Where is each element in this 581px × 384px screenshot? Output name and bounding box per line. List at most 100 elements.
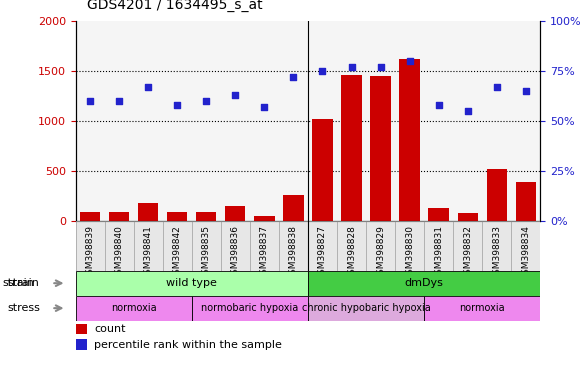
Bar [366, 21, 395, 221]
Bar [163, 21, 192, 221]
Bar [80, 212, 100, 221]
Point [405, 58, 414, 64]
Point [347, 64, 356, 70]
Text: GSM398834: GSM398834 [521, 225, 530, 280]
Text: GSM398833: GSM398833 [492, 225, 501, 280]
Point [318, 68, 327, 74]
Bar [163, 221, 192, 271]
Bar [254, 216, 275, 221]
Bar [308, 271, 540, 296]
Point [376, 64, 385, 70]
Bar [487, 169, 507, 221]
Bar [134, 21, 163, 221]
Bar [424, 221, 453, 271]
Text: GSM398837: GSM398837 [260, 225, 269, 280]
Bar [192, 221, 221, 271]
Bar [109, 212, 130, 221]
Bar [453, 21, 482, 221]
Bar [424, 21, 453, 221]
Bar [76, 339, 87, 350]
Text: stress: stress [8, 303, 41, 313]
Text: chronic hypobaric hypoxia: chronic hypobaric hypoxia [302, 303, 431, 313]
Bar [105, 21, 134, 221]
Text: strain: strain [8, 278, 40, 288]
Text: GSM398841: GSM398841 [144, 225, 153, 280]
Bar [482, 21, 511, 221]
Bar [308, 296, 424, 321]
Text: normobaric hypoxia: normobaric hypoxia [201, 303, 299, 313]
Bar [192, 21, 221, 221]
Bar [76, 221, 105, 271]
Bar [516, 182, 536, 221]
Text: percentile rank within the sample: percentile rank within the sample [94, 339, 282, 349]
Text: GSM398839: GSM398839 [85, 225, 95, 280]
Text: normoxia: normoxia [460, 303, 505, 313]
Bar [453, 221, 482, 271]
Bar [429, 208, 449, 221]
Bar [458, 213, 478, 221]
Bar [221, 21, 250, 221]
Bar [308, 221, 337, 271]
Bar [167, 212, 187, 221]
Point [434, 102, 443, 108]
Bar [105, 221, 134, 271]
Text: GSM398828: GSM398828 [347, 225, 356, 280]
Bar [308, 21, 337, 221]
Bar [76, 21, 105, 221]
Bar [482, 221, 511, 271]
Text: strain: strain [3, 278, 35, 288]
Bar [511, 21, 540, 221]
Bar [76, 296, 192, 321]
Point [173, 102, 182, 108]
Point [521, 88, 530, 94]
Text: GSM398829: GSM398829 [376, 225, 385, 280]
Bar [337, 21, 366, 221]
Bar [138, 203, 158, 221]
Bar [395, 21, 424, 221]
Text: dmDys: dmDys [405, 278, 443, 288]
Text: normoxia: normoxia [111, 303, 156, 313]
Text: GSM398830: GSM398830 [405, 225, 414, 280]
Text: GSM398832: GSM398832 [463, 225, 472, 280]
Text: GSM398835: GSM398835 [202, 225, 211, 280]
Bar [134, 221, 163, 271]
Text: GSM398840: GSM398840 [114, 225, 124, 280]
Bar [366, 221, 395, 271]
Bar [250, 21, 279, 221]
Text: count: count [94, 324, 125, 334]
Bar [221, 221, 250, 271]
Bar [279, 221, 308, 271]
Point [144, 84, 153, 90]
Bar [225, 206, 246, 221]
Bar [395, 221, 424, 271]
Bar [279, 21, 308, 221]
Text: GSM398827: GSM398827 [318, 225, 327, 280]
Point [114, 98, 124, 104]
Bar [371, 76, 391, 221]
Bar [196, 212, 217, 221]
Bar [284, 195, 304, 221]
Point [85, 98, 95, 104]
Bar [342, 75, 362, 221]
Text: GSM398838: GSM398838 [289, 225, 298, 280]
Bar [76, 271, 308, 296]
Bar [192, 296, 308, 321]
Bar [313, 119, 332, 221]
Point [202, 98, 211, 104]
Bar [400, 59, 420, 221]
Bar [250, 221, 279, 271]
Bar [424, 296, 540, 321]
Point [231, 92, 240, 98]
Bar [511, 221, 540, 271]
Text: GSM398831: GSM398831 [434, 225, 443, 280]
Bar [76, 324, 87, 334]
Point [492, 84, 501, 90]
Text: GDS4201 / 1634495_s_at: GDS4201 / 1634495_s_at [87, 0, 263, 12]
Point [463, 108, 472, 114]
Bar [337, 221, 366, 271]
Text: GSM398836: GSM398836 [231, 225, 240, 280]
Text: wild type: wild type [166, 278, 217, 288]
Point [260, 104, 269, 110]
Text: GSM398842: GSM398842 [173, 225, 182, 280]
Point [289, 74, 298, 80]
